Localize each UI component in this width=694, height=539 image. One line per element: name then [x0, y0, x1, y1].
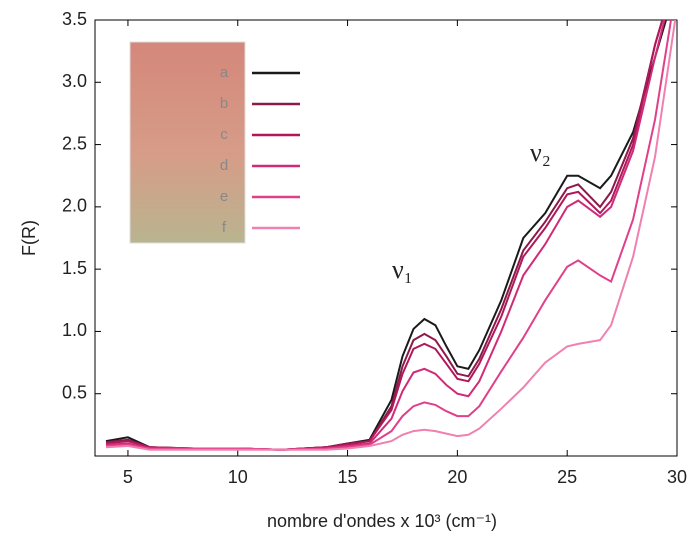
annotation: ν₁ — [392, 255, 413, 284]
legend-label: b — [220, 95, 228, 112]
annotation: ν₂ — [530, 138, 551, 167]
legend-label: e — [220, 188, 228, 205]
y-tick-label: 2.5 — [62, 133, 87, 153]
y-axis-label: F(R) — [19, 220, 39, 256]
legend-label: d — [220, 157, 228, 174]
legend-label: a — [220, 64, 229, 81]
y-tick-label: 1.5 — [62, 258, 87, 278]
sample-photo — [129, 41, 246, 244]
y-tick-label: 3.0 — [62, 71, 87, 91]
x-tick-label: 5 — [123, 467, 133, 487]
x-axis-label: nombre d'ondes x 10³ (cm⁻¹) — [267, 511, 497, 531]
y-tick-label: 1.0 — [62, 320, 87, 340]
legend-label: f — [222, 219, 227, 236]
y-tick-label: 0.5 — [62, 382, 87, 402]
series-line — [105, 20, 677, 451]
x-tick-label: 15 — [338, 467, 358, 487]
x-tick-label: 20 — [447, 467, 467, 487]
x-tick-label: 25 — [557, 467, 577, 487]
y-tick-label: 3.5 — [62, 9, 87, 29]
x-tick-label: 10 — [228, 467, 248, 487]
plot-frame — [94, 19, 678, 457]
plot-area — [105, 20, 677, 451]
legend-label: c — [220, 126, 228, 143]
x-tick-label: 30 — [667, 467, 687, 487]
y-tick-label: 2.0 — [62, 196, 87, 216]
